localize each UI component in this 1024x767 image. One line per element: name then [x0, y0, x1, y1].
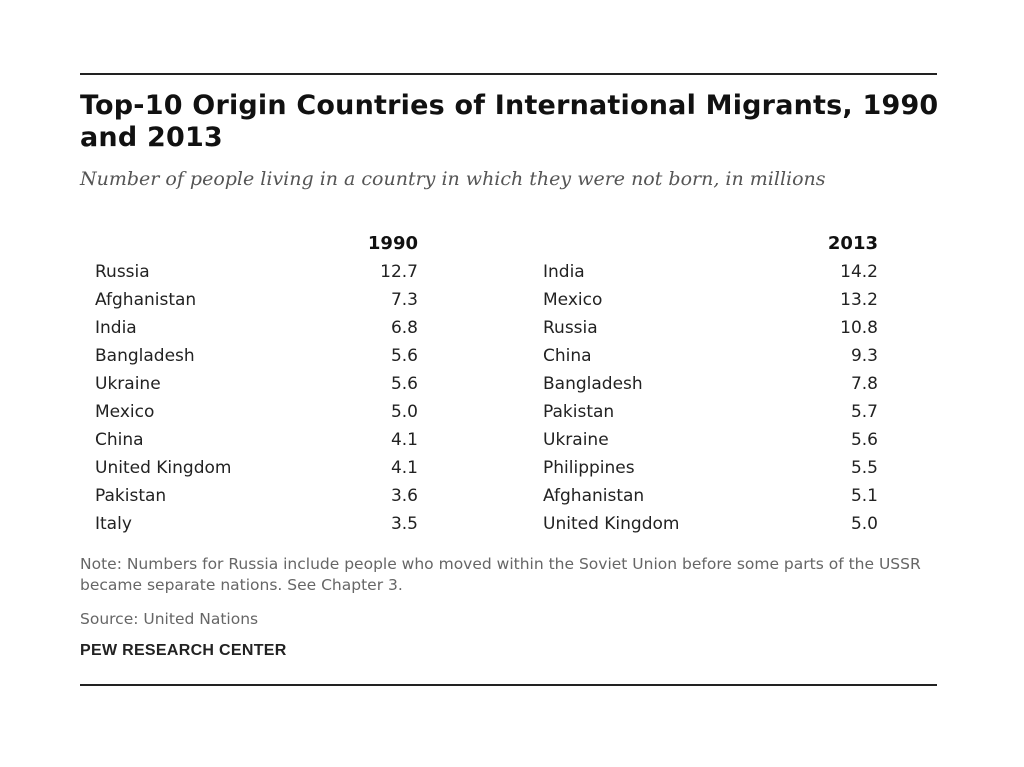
table-row: Afghanistan 7.3 — [95, 286, 418, 314]
migrant-value: 5.0 — [390, 402, 418, 422]
table-row: Bangladesh 5.6 — [95, 342, 418, 370]
table-row: India 6.8 — [95, 314, 418, 342]
footnote: Note: Numbers for Russia include people … — [80, 555, 921, 594]
country-name: Italy — [95, 514, 132, 534]
table-row: United Kingdom 4.1 — [95, 454, 418, 482]
table-row: Afghanistan 5.1 — [543, 482, 878, 510]
migrant-value: 3.6 — [390, 486, 418, 506]
country-name: Afghanistan — [95, 290, 197, 310]
country-name: Afghanistan — [543, 486, 645, 506]
migrant-value: 10.8 — [840, 318, 878, 338]
migrant-value: 9.3 — [850, 346, 878, 366]
country-name: Bangladesh — [543, 374, 643, 394]
migrant-value: 5.6 — [390, 346, 418, 366]
table-row: China 4.1 — [95, 426, 418, 454]
country-name: Pakistan — [543, 402, 615, 422]
chart-title: Top-10 Origin Countries of International… — [80, 90, 939, 153]
column-header-2013: 2013 — [827, 233, 878, 254]
table-row: Russia 10.8 — [543, 314, 878, 342]
migrant-value: 12.7 — [380, 262, 418, 282]
country-name: China — [543, 346, 592, 366]
country-name: Mexico — [543, 290, 603, 310]
country-name: Russia — [543, 318, 598, 338]
table-row: China 9.3 — [543, 342, 878, 370]
bottom-rule — [80, 684, 937, 686]
migrant-value: 5.0 — [850, 514, 878, 534]
country-name: China — [95, 430, 144, 450]
migrant-value: 3.5 — [390, 514, 418, 534]
country-name: United Kingdom — [543, 514, 680, 534]
country-name: Philippines — [543, 458, 635, 478]
migrant-value: 5.7 — [850, 402, 878, 422]
table-2013: India 14.2 Mexico 13.2 Russia 10.8 China 9.3 Ban… — [543, 258, 878, 538]
country-name: Ukraine — [543, 430, 609, 450]
migrant-value: 7.3 — [390, 290, 418, 310]
migrant-value: 5.1 — [850, 486, 878, 506]
table-row: Mexico 13.2 — [543, 286, 878, 314]
table-row: Ukraine 5.6 — [543, 426, 878, 454]
top-rule — [80, 73, 937, 75]
table-row: India 14.2 — [543, 258, 878, 286]
country-name: Mexico — [95, 402, 155, 422]
country-name: Ukraine — [95, 374, 161, 394]
country-name: United Kingdom — [95, 458, 232, 478]
source-line: Source: United Nations — [80, 610, 259, 628]
migrant-value: 4.1 — [390, 458, 418, 478]
country-name: India — [543, 262, 585, 282]
country-name: Bangladesh — [95, 346, 195, 366]
table-row: Pakistan 5.7 — [543, 398, 878, 426]
migrant-value: 5.5 — [850, 458, 878, 478]
table-row: United Kingdom 5.0 — [543, 510, 878, 538]
table-row: Bangladesh 7.8 — [543, 370, 878, 398]
migrant-value: 13.2 — [840, 290, 878, 310]
migrant-value: 5.6 — [390, 374, 418, 394]
migrant-value: 14.2 — [840, 262, 878, 282]
brand-label: PEW RESEARCH CENTER — [80, 642, 287, 659]
table-row: Italy 3.5 — [95, 510, 418, 538]
chart-subtitle: Number of people living in a country in … — [80, 168, 826, 190]
table-row: Mexico 5.0 — [95, 398, 418, 426]
table-row: Russia 12.7 — [95, 258, 418, 286]
migrant-value: 7.8 — [850, 374, 878, 394]
table-row: Ukraine 5.6 — [95, 370, 418, 398]
country-name: Russia — [95, 262, 150, 282]
migrant-value: 5.6 — [850, 430, 878, 450]
table-row: Pakistan 3.6 — [95, 482, 418, 510]
country-name: India — [95, 318, 137, 338]
table-1990: Russia 12.7 Afghanistan 7.3 India 6.8 Banglade… — [95, 258, 418, 538]
migrant-value: 6.8 — [390, 318, 418, 338]
country-name: Pakistan — [95, 486, 167, 506]
migrant-value: 4.1 — [390, 430, 418, 450]
column-header-1990: 1990 — [367, 233, 418, 254]
table-row: Philippines 5.5 — [543, 454, 878, 482]
